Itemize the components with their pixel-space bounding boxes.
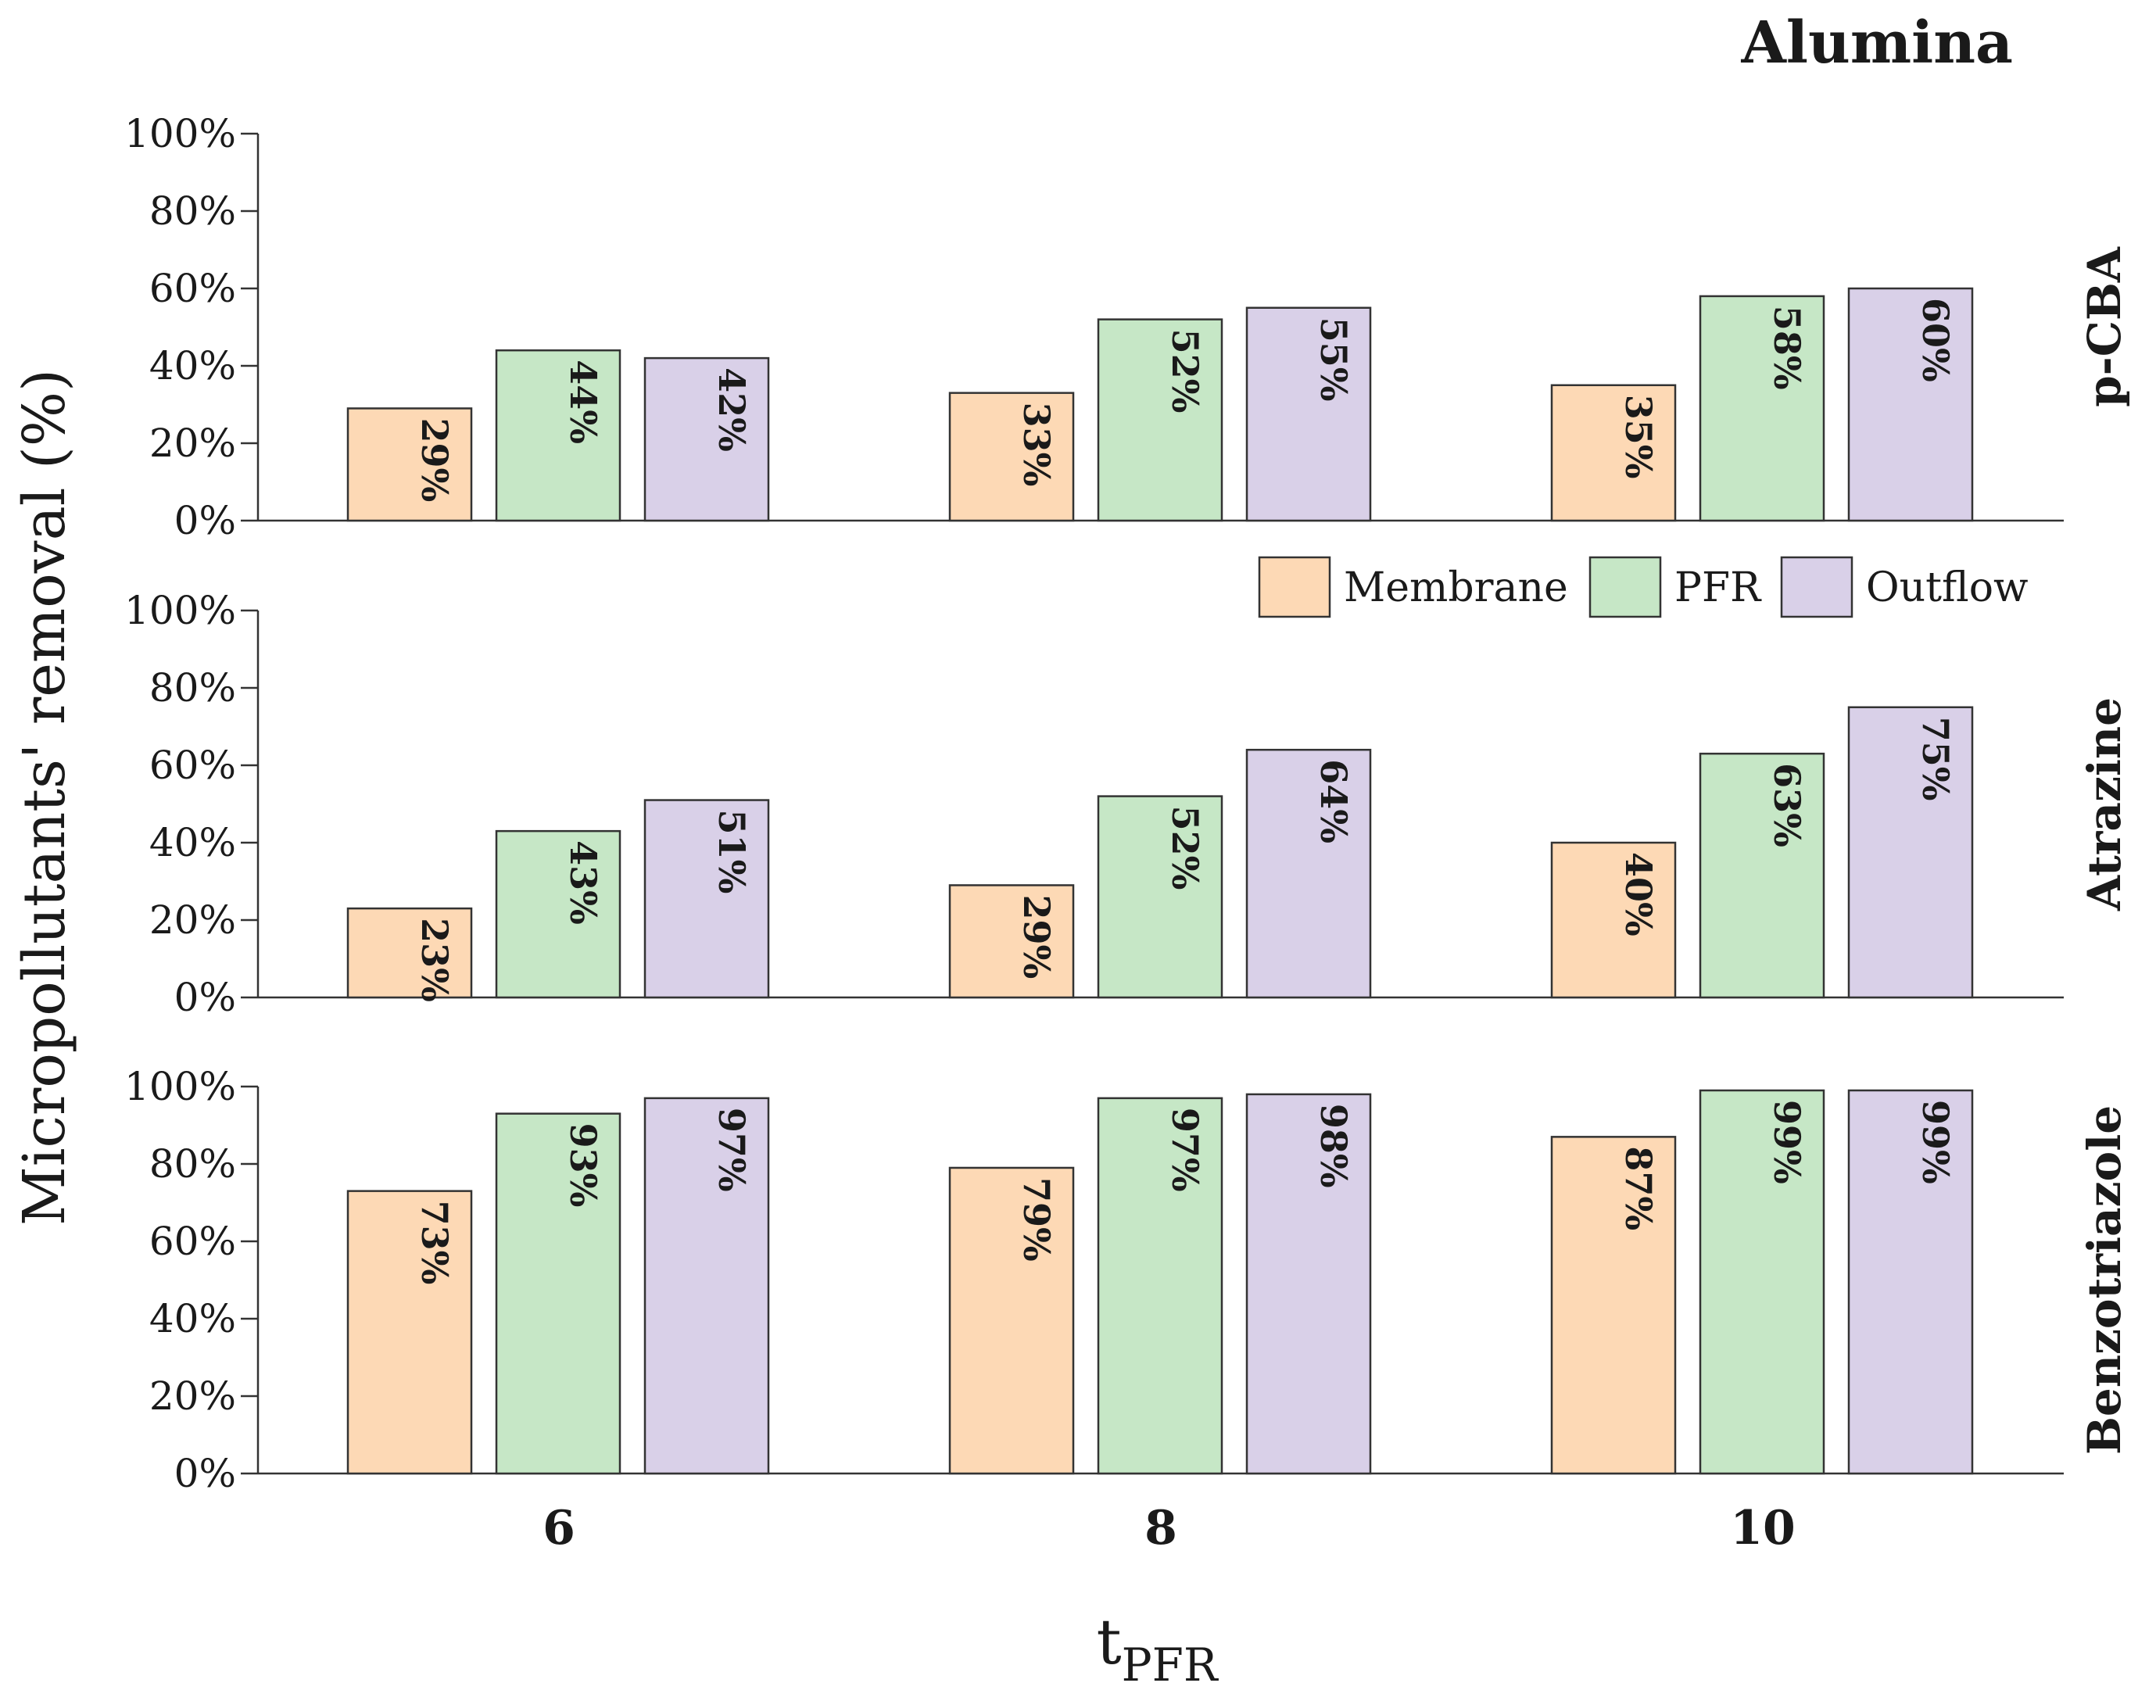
y-tick-label: 80% (149, 665, 236, 711)
bar-value-label: 51% (711, 810, 753, 894)
bar-pfr-6 (495, 1112, 621, 1475)
bar-value-label: 63% (1766, 763, 1808, 847)
legend-label-outflow: Outflow (1866, 564, 2029, 611)
bar-pfr-10 (1699, 295, 1825, 522)
bar-value-label: 79% (1015, 1177, 1058, 1262)
bar-value-label: 98% (1313, 1104, 1355, 1188)
bar-pfr-8 (1097, 1097, 1223, 1475)
bar-value-label: 35% (1617, 395, 1660, 479)
bar-value-label: 99% (1914, 1100, 1957, 1184)
bar-value-label: 29% (414, 417, 456, 502)
panels: 0% 20% 40% 60% 80% 100% 29% 33% 35% 44% 52% 58% 42% 5… (124, 111, 2131, 1496)
bar-outflow-6 (643, 356, 770, 522)
bar-value-label: 64% (1313, 759, 1355, 843)
panel-label: p-CBA (2078, 246, 2131, 407)
bar-value-label: 52% (1164, 329, 1206, 414)
x-axis-label-subscript: PFR (1122, 1638, 1219, 1692)
bar-value-label: 93% (562, 1123, 604, 1208)
panel-benzotriazole: 0% 20% 40% 60% 80% 100% 73% 79% 87% 93% 97% 99% 97% 9… (124, 1064, 2131, 1496)
panel-label: Benzotriazole (2078, 1105, 2131, 1455)
legend-label-pfr: PFR (1674, 564, 1762, 611)
x-tick-label: 10 (1730, 1501, 1796, 1556)
bar-membrane-8 (948, 884, 1075, 999)
x-category-labels: 6 8 10 (543, 1501, 1796, 1556)
bar-outflow-10 (1847, 706, 1974, 999)
y-tick-label: 100% (124, 1064, 236, 1109)
y-tick-label: 20% (149, 897, 236, 943)
bar-value-label: 52% (1164, 806, 1206, 890)
bar-outflow-8 (1245, 1093, 1372, 1475)
legend: Membrane PFR Outflow (1258, 556, 2029, 618)
y-tick-label: 0% (174, 975, 236, 1020)
bar-value-label: 43% (562, 840, 604, 925)
y-tick-label: 20% (149, 421, 236, 466)
bar-value-label: 60% (1914, 298, 1957, 382)
panel-atrazine: 0% 20% 40% 60% 80% 100% 23% 29% 40% 43% 52% 63% 51% 6… (124, 588, 2131, 1020)
bar-outflow-8 (1245, 748, 1372, 999)
bar-value-label: 75% (1914, 717, 1957, 801)
bar-value-label: 33% (1015, 403, 1058, 487)
y-tick-label: 60% (149, 1219, 236, 1264)
bar-pfr-10 (1699, 1089, 1825, 1475)
legend-label-membrane: Membrane (1344, 564, 1568, 611)
x-axis-label-main: t (1096, 1606, 1121, 1678)
y-tick-label: 40% (149, 343, 236, 389)
y-tick-label: 80% (149, 188, 236, 234)
bar-value-label: 29% (1015, 894, 1058, 979)
bar-outflow-6 (643, 1097, 770, 1475)
bar-value-label: 42% (711, 367, 753, 452)
bar-pfr-6 (495, 349, 621, 522)
bar-value-label: 55% (1313, 317, 1355, 402)
bar-outflow-8 (1245, 306, 1372, 522)
y-tick-label: 0% (174, 1451, 236, 1496)
y-tick-label: 60% (149, 743, 236, 788)
y-tick-label: 40% (149, 1296, 236, 1341)
bar-pfr-8 (1097, 318, 1223, 522)
y-tick-label: 20% (149, 1373, 236, 1419)
legend-swatch-pfr (1588, 556, 1662, 618)
bar-pfr-6 (495, 829, 621, 999)
bar-membrane-8 (948, 392, 1075, 522)
y-tick-label: 80% (149, 1141, 236, 1187)
panel-label: Atrazine (2078, 697, 2131, 911)
y-tick-label: 40% (149, 820, 236, 865)
y-axis-label: Micropollutants' removal (%) (11, 369, 78, 1226)
y-tick-label: 100% (124, 588, 236, 633)
bar-outflow-10 (1847, 287, 1974, 522)
bar-value-label: 97% (1164, 1108, 1206, 1192)
panel-p-cba: 0% 20% 40% 60% 80% 100% 29% 33% 35% 44% 52% 58% 42% 5… (124, 111, 2131, 543)
bar-value-label: 87% (1617, 1146, 1660, 1230)
bar-value-label: 58% (1766, 306, 1808, 390)
bar-value-label: 99% (1766, 1100, 1808, 1184)
bar-membrane-10 (1550, 384, 1677, 522)
bar-value-label: 40% (1617, 852, 1660, 936)
y-tick-label: 0% (174, 498, 236, 543)
bar-membrane-6 (346, 407, 473, 522)
bar-membrane-6 (346, 907, 473, 999)
bar-membrane-8 (948, 1166, 1075, 1475)
y-tick-label: 60% (149, 266, 236, 311)
bar-pfr-10 (1699, 752, 1825, 999)
bar-value-label: 44% (562, 360, 604, 444)
bar-membrane-10 (1550, 841, 1677, 999)
bar-membrane-10 (1550, 1136, 1677, 1475)
x-tick-label: 8 (1144, 1501, 1177, 1556)
chart-title: Alumina (1741, 9, 2014, 77)
bar-pfr-8 (1097, 795, 1223, 999)
bar-membrane-6 (346, 1190, 473, 1475)
bar-value-label: 23% (414, 918, 456, 1002)
x-axis-label: tPFR (1096, 1606, 1219, 1692)
bar-outflow-6 (643, 799, 770, 999)
bar-value-label: 73% (414, 1201, 456, 1285)
bar-outflow-10 (1847, 1089, 1974, 1475)
legend-swatch-outflow (1780, 556, 1853, 618)
x-tick-label: 6 (543, 1501, 575, 1556)
legend-swatch-membrane (1258, 556, 1331, 618)
bar-value-label: 97% (711, 1108, 753, 1192)
y-tick-label: 100% (124, 111, 236, 156)
